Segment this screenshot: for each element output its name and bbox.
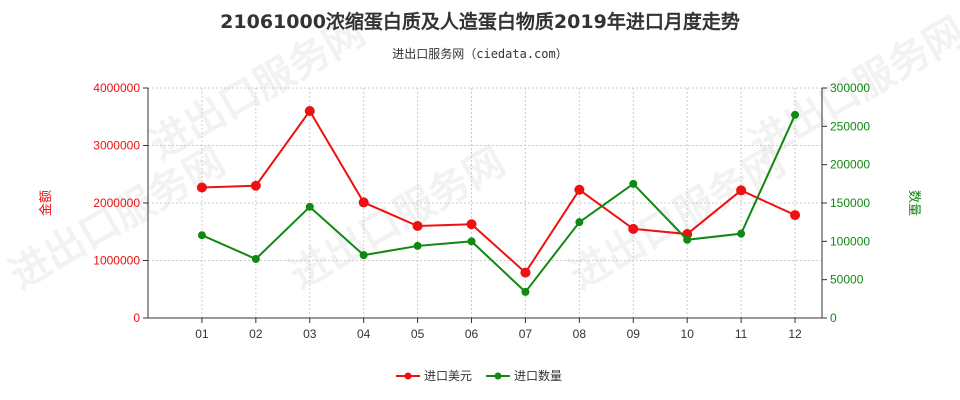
data-point: [358, 197, 369, 208]
x-tick-label: 08: [573, 327, 587, 341]
x-tick-label: 03: [303, 327, 317, 341]
right-tick-label: 100000: [830, 234, 870, 248]
right-tick-label: 0: [830, 311, 837, 325]
data-point: [251, 254, 260, 263]
legend-label: 进口美元: [424, 369, 472, 383]
legend-marker: [494, 372, 502, 380]
data-point: [520, 267, 531, 278]
x-tick-label: 12: [788, 327, 802, 341]
data-point: [574, 184, 585, 195]
left-tick-label: 0: [133, 311, 140, 325]
left-tick-label: 4000000: [93, 81, 140, 95]
left-tick-label: 3000000: [93, 139, 140, 153]
x-tick-label: 09: [627, 327, 641, 341]
right-tick-label: 150000: [830, 196, 870, 210]
right-axis-title: 数量: [906, 190, 921, 216]
right-tick-label: 200000: [830, 158, 870, 172]
series-line-quantity: [201, 114, 796, 294]
watermark: 进出口服务网: [562, 139, 793, 299]
data-point: [736, 185, 747, 196]
left-axis-ticks: 0 1000000 2000000 3000000 4000000: [93, 81, 148, 325]
gridlines: [148, 87, 822, 319]
legend-label: 进口数量: [514, 368, 562, 383]
x-tick-label: 01: [195, 327, 209, 341]
data-point: [629, 179, 638, 188]
data-point: [359, 251, 368, 260]
x-tick-label: 10: [681, 327, 695, 341]
watermark: 进出口服务网: [282, 139, 513, 299]
x-tick-label: 07: [519, 327, 533, 341]
data-point: [250, 180, 261, 191]
data-point: [305, 202, 314, 211]
chart-subtitle: 进出口服务网（ciedata.com）: [392, 46, 567, 61]
data-point: [412, 221, 423, 231]
right-tick-label: 250000: [830, 119, 870, 133]
left-axis-title: 金额: [38, 190, 54, 216]
x-tick-label: 04: [357, 327, 371, 341]
legend: 进口美元 进口数量: [396, 368, 562, 383]
watermark: 进出口服务网: [2, 139, 233, 299]
x-tick-label: 06: [465, 327, 479, 341]
x-axis-ticks: 01 02 03 04 05 06 07 08 09 10 11 12: [195, 318, 802, 341]
left-tick-label: 1000000: [93, 254, 140, 268]
series-layer: [196, 106, 801, 296]
left-tick-label: 2000000: [93, 196, 140, 210]
right-tick-label: 50000: [830, 273, 864, 287]
data-point: [628, 223, 639, 234]
x-tick-label: 11: [735, 327, 748, 341]
data-point: [196, 182, 207, 193]
data-point: [413, 241, 422, 250]
data-point: [197, 231, 206, 240]
data-point: [467, 237, 476, 246]
data-point: [683, 235, 692, 244]
data-point: [521, 287, 530, 296]
series-line-amount: [201, 109, 796, 275]
data-point: [737, 229, 746, 238]
right-axis-ticks: 0 50000 100000 150000 200000 250000 300000: [822, 81, 870, 325]
data-point: [790, 210, 801, 221]
chart-title: 21061000浓缩蛋白质及人造蛋白物质2019年进口月度走势: [220, 10, 740, 33]
data-point: [575, 218, 584, 227]
data-point: [466, 219, 477, 230]
x-tick-label: 05: [411, 327, 425, 341]
legend-marker: [404, 372, 412, 380]
right-tick-label: 300000: [830, 81, 870, 95]
x-tick-label: 02: [249, 327, 263, 341]
data-point: [791, 110, 800, 119]
data-point: [304, 106, 315, 116]
